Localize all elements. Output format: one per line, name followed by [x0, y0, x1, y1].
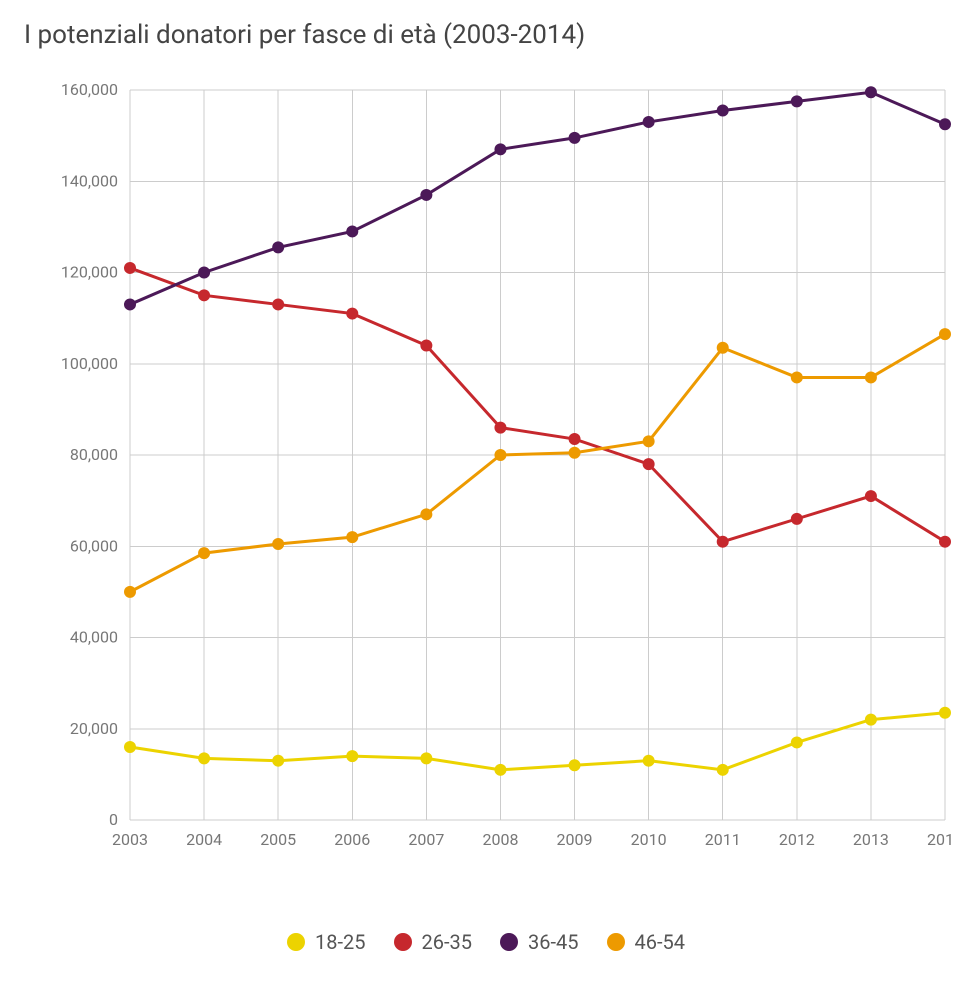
series-marker-46-54 — [346, 531, 358, 543]
x-axis-label: 2004 — [186, 830, 222, 849]
y-axis-label: 20,000 — [70, 719, 118, 738]
series-marker-18-25 — [865, 714, 877, 726]
series-marker-18-25 — [346, 750, 358, 762]
series-marker-18-25 — [494, 764, 506, 776]
series-marker-36-45 — [791, 95, 803, 107]
series-marker-26-35 — [420, 340, 432, 352]
series-marker-18-25 — [939, 707, 951, 719]
x-axis-label: 2005 — [260, 830, 296, 849]
series-marker-26-35 — [198, 289, 210, 301]
x-axis-label: 2009 — [557, 830, 593, 849]
series-marker-46-54 — [939, 328, 951, 340]
y-axis-label: 40,000 — [70, 628, 118, 647]
series-marker-26-35 — [346, 308, 358, 320]
x-axis-label: 2008 — [482, 830, 518, 849]
x-axis-label: 2007 — [408, 830, 444, 849]
series-marker-18-25 — [124, 741, 136, 753]
x-axis-label: 2010 — [631, 830, 667, 849]
series-marker-46-54 — [124, 586, 136, 598]
series-marker-18-25 — [717, 764, 729, 776]
legend-label: 36-45 — [528, 930, 579, 954]
series-marker-46-54 — [494, 449, 506, 461]
legend-label: 26-35 — [422, 930, 473, 954]
series-marker-36-45 — [198, 267, 210, 279]
series-marker-36-45 — [569, 132, 581, 144]
series-marker-46-54 — [791, 371, 803, 383]
chart-legend: 18-25 26-35 36-45 46-54 — [20, 930, 952, 954]
series-marker-26-35 — [791, 513, 803, 525]
series-marker-36-45 — [124, 298, 136, 310]
legend-label: 46-54 — [635, 930, 686, 954]
series-marker-18-25 — [272, 755, 284, 767]
series-marker-46-54 — [272, 538, 284, 550]
series-marker-36-45 — [939, 118, 951, 130]
series-marker-26-35 — [643, 458, 655, 470]
series-marker-46-54 — [420, 508, 432, 520]
y-axis-label: 160,000 — [61, 80, 118, 99]
y-axis-label: 100,000 — [61, 354, 118, 373]
chart-container: I potenziali donatori per fasce di età (… — [0, 0, 972, 984]
legend-label: 18-25 — [315, 930, 366, 954]
series-marker-46-54 — [717, 342, 729, 354]
chart-plot-area: 0 20,000 40,000 60,000 80,000 100,000 120,000 1… — [20, 80, 952, 900]
series-marker-36-45 — [494, 143, 506, 155]
series-marker-26-35 — [865, 490, 877, 502]
series-marker-26-35 — [494, 422, 506, 434]
series-marker-18-25 — [643, 755, 655, 767]
x-axis-label: 2013 — [853, 830, 889, 849]
series-marker-36-45 — [346, 225, 358, 237]
x-axis-label: 2012 — [779, 830, 815, 849]
series-marker-36-45 — [420, 189, 432, 201]
series-marker-36-45 — [717, 105, 729, 117]
legend-item-36-45[interactable]: 36-45 — [500, 930, 579, 954]
chart-title: I potenziali donatori per fasce di età (… — [24, 20, 952, 50]
x-axis-label: 2006 — [334, 830, 370, 849]
series-marker-18-25 — [569, 759, 581, 771]
series-marker-26-35 — [124, 262, 136, 274]
series-marker-26-35 — [717, 536, 729, 548]
series-line-46-54 — [130, 334, 945, 592]
series-marker-36-45 — [272, 241, 284, 253]
legend-dot-icon — [500, 933, 518, 951]
series-marker-18-25 — [791, 736, 803, 748]
chart-svg: 0 20,000 40,000 60,000 80,000 100,000 120,000 1… — [20, 80, 952, 900]
legend-dot-icon — [394, 933, 412, 951]
legend-item-18-25[interactable]: 18-25 — [287, 930, 366, 954]
series-marker-26-35 — [939, 536, 951, 548]
series-marker-26-35 — [569, 433, 581, 445]
series-line-26-35 — [130, 268, 945, 542]
legend-item-26-35[interactable]: 26-35 — [394, 930, 473, 954]
y-axis-label: 0 — [109, 810, 118, 829]
series-marker-18-25 — [198, 752, 210, 764]
y-axis-label: 80,000 — [70, 445, 118, 464]
series-marker-46-54 — [865, 371, 877, 383]
series-line-18-25 — [130, 713, 945, 770]
legend-dot-icon — [607, 933, 625, 951]
series-marker-18-25 — [420, 752, 432, 764]
series-marker-46-54 — [643, 435, 655, 447]
legend-dot-icon — [287, 933, 305, 951]
x-axis-label: 2011 — [705, 830, 741, 849]
series-marker-36-45 — [643, 116, 655, 128]
y-axis-label: 140,000 — [61, 171, 118, 190]
x-axis-label: 2003 — [112, 830, 148, 849]
x-axis-label: 2014 — [927, 830, 952, 849]
series-marker-26-35 — [272, 298, 284, 310]
series-marker-36-45 — [865, 86, 877, 98]
y-axis-label: 60,000 — [70, 536, 118, 555]
series-marker-46-54 — [569, 447, 581, 459]
y-axis-label: 120,000 — [61, 263, 118, 282]
series-marker-46-54 — [198, 547, 210, 559]
legend-item-46-54[interactable]: 46-54 — [607, 930, 686, 954]
